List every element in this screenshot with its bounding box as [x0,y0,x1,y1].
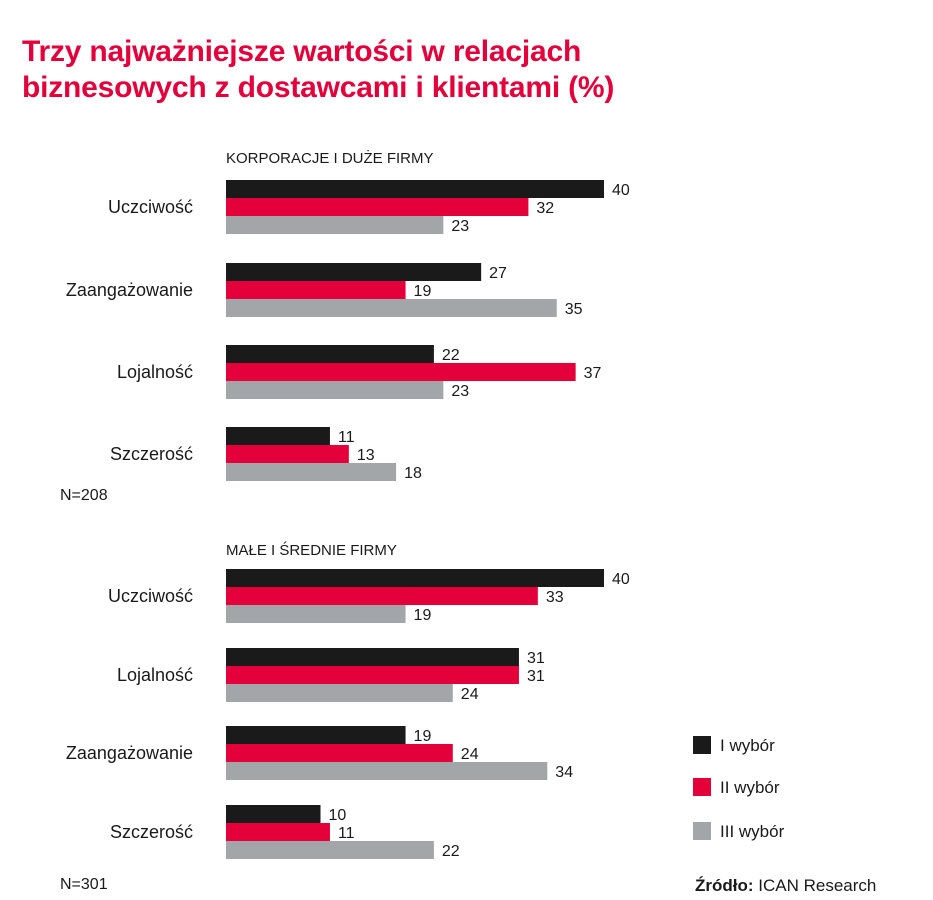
bar [226,299,557,317]
category-label: Zaangażowanie [66,743,193,763]
bar [226,762,548,780]
bar [226,381,444,399]
bar [226,281,406,299]
bar [226,463,397,481]
bar [226,726,406,744]
data-label: 23 [451,383,469,400]
chart-title: Trzy najważniejsze wartości w relacjach … [22,34,902,106]
chart-title-line-1: Trzy najważniejsze wartości w relacjach [22,35,582,68]
data-label: 22 [442,843,460,860]
bar [226,744,453,762]
data-label: 22 [442,347,460,364]
bar [226,648,519,666]
data-label: 40 [612,182,630,199]
data-label: 37 [584,365,602,382]
category-label: Szczerość [110,444,193,464]
panel-title: KORPORACJE I DUŻE FIRMY [226,149,434,167]
legend-swatch [693,778,711,796]
data-label: 34 [555,764,573,781]
bar [226,805,321,823]
bar [226,363,576,381]
data-label: 18 [404,465,422,482]
data-label: 33 [546,589,564,606]
data-label: 19 [414,283,432,300]
sample-size-note: N=208 [60,487,108,504]
source-note: Źródło: ICAN Research [695,876,876,896]
legend-label: II wybór [720,778,780,797]
bar [226,180,604,198]
chart-title-line-2: biznesowych z dostawcami i klientami (%) [22,71,615,104]
data-label: 13 [357,447,375,464]
bar [226,841,434,859]
bar [226,666,519,684]
category-label: Uczciwość [108,586,193,606]
data-label: 11 [338,825,355,842]
data-label: 10 [329,807,347,824]
data-label: 19 [414,607,432,624]
source-text: ICAN Research [758,876,877,895]
bar [226,345,434,363]
sample-size-note: N=301 [60,876,108,893]
data-label: 35 [565,301,583,318]
data-label: 23 [451,218,469,235]
data-label: 24 [461,686,479,703]
bar [226,823,330,841]
bar [226,216,444,234]
data-label: 40 [612,571,630,588]
bar [226,569,604,587]
bar [226,605,406,623]
legend-swatch [693,736,711,754]
data-label: 24 [461,746,479,763]
bar [226,684,453,702]
bar [226,587,538,605]
legend-swatch [693,822,711,840]
data-label: 27 [489,265,507,282]
bar [226,263,482,281]
bar [226,198,529,216]
bar [226,427,330,445]
data-label: 19 [414,728,432,745]
bar [226,445,349,463]
data-label: 31 [527,650,545,667]
category-label: Szczerość [110,822,193,842]
legend-label: I wybór [720,736,775,755]
legend-label: III wybór [720,822,785,841]
data-label: 11 [338,429,355,446]
data-label: 31 [527,668,545,685]
category-label: Uczciwość [108,197,193,217]
category-label: Zaangażowanie [66,280,193,300]
panel-title: MAŁE I ŚREDNIE FIRMY [226,541,397,559]
category-label: Lojalność [117,665,193,685]
source-label: Źródło: [695,876,754,895]
category-label: Lojalność [117,362,193,382]
data-label: 32 [536,200,554,217]
